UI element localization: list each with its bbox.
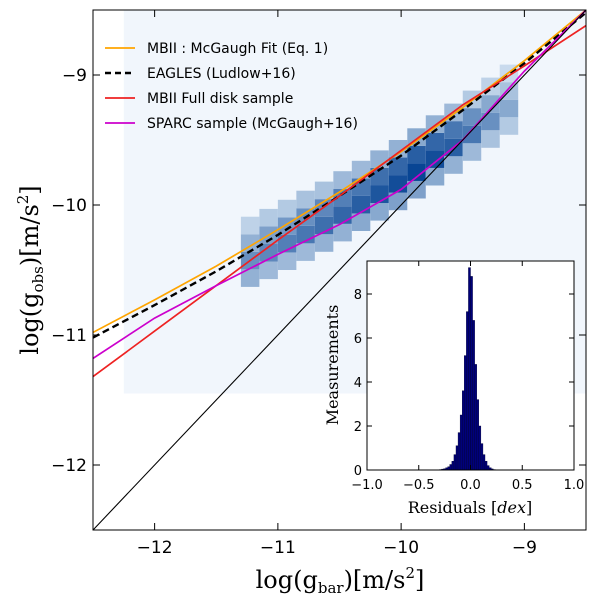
identity-line	[93, 10, 586, 530]
x-tick-label: −9	[512, 538, 537, 558]
inset-y-tick-label: 8	[354, 288, 362, 303]
histogram-bar	[480, 443, 484, 470]
heatmap-cell	[407, 163, 426, 181]
heatmap-cell	[277, 199, 297, 218]
heatmap-cell	[407, 145, 426, 164]
inset-x-tick-label: 1.0	[564, 478, 585, 493]
heatmap-cell	[462, 108, 482, 126]
histogram-bar	[472, 320, 475, 470]
heatmap-cell	[333, 171, 352, 189]
inset-x-tick-label: −1.0	[351, 478, 383, 493]
legend-label: MBII : McGaugh Fit (Eq. 1)	[147, 41, 328, 57]
heatmap-cell	[333, 206, 352, 224]
legend: MBII : McGaugh Fit (Eq. 1) EAGLES (Ludlow…	[105, 41, 358, 132]
y-tick-label: −9	[62, 66, 87, 86]
legend-label: EAGLES (Ludlow+16)	[147, 66, 296, 82]
histogram-bar	[466, 311, 469, 470]
main-ticks: −12 −11 −10 −9 −12 −11 −10 −9	[51, 10, 586, 558]
inset-x-tick-label: 0.5	[512, 478, 533, 493]
heatmap-cell	[388, 157, 408, 176]
heatmap-cell	[314, 234, 334, 252]
inset-y-tick-label: 6	[354, 332, 362, 347]
series-lines	[93, 10, 586, 530]
histogram-bar	[464, 355, 467, 470]
y-axis-label: log(gobs)[m/s2]	[14, 185, 47, 354]
heatmap-cell	[296, 243, 315, 261]
heatmap-cell	[481, 130, 500, 148]
inset-x-axis-label: Residuals [dex]	[408, 498, 533, 517]
heatmap-cell	[481, 95, 500, 113]
inset-y-axis-label: Measurements	[323, 305, 342, 426]
heatmap-cell	[277, 252, 297, 270]
histogram-bar	[476, 399, 479, 470]
heatmap-cell	[296, 190, 315, 209]
heatmap-cell	[425, 132, 445, 151]
heatmap-cell	[444, 121, 463, 139]
histogram-bar	[459, 414, 463, 470]
heatmap	[240, 64, 519, 287]
legend-label: SPARC sample (McGaugh+16)	[147, 116, 358, 132]
series-line	[93, 10, 586, 360]
histogram-bar	[468, 267, 471, 470]
heatmap-cell	[462, 143, 482, 161]
heatmap-cell	[240, 234, 260, 252]
heatmap-cell	[370, 203, 389, 221]
histogram-bar	[457, 432, 461, 470]
heatmap-cell	[259, 261, 278, 280]
legend-label: MBII Full disk sample	[147, 91, 293, 107]
histogram-bar	[474, 364, 477, 470]
inset-y-tick-label: 4	[354, 376, 362, 391]
heatmap-cell	[351, 213, 371, 231]
histogram-bar	[455, 445, 459, 470]
heatmap-cell	[370, 185, 389, 204]
inset-bars	[439, 267, 496, 470]
histogram-bar	[486, 465, 490, 470]
heatmap-cell	[425, 167, 445, 186]
heatmap-cell	[481, 112, 500, 131]
heatmap-cell	[259, 208, 278, 227]
heatmap-cell	[314, 181, 334, 200]
y-tick-label: −11	[51, 326, 87, 346]
x-tick-label: −10	[383, 538, 419, 558]
heatmap-cell	[240, 269, 260, 287]
histogram-bar	[478, 425, 482, 470]
series-line	[93, 10, 586, 334]
inset-x-tick-label: 0.0	[460, 478, 481, 493]
x-axis-label: log(gbar)[m/s2]	[256, 564, 425, 597]
inset-ticks: −1.0 −0.5 0.0 0.5 1.0 0 2 4 6 8	[351, 261, 584, 493]
heatmap-cell	[388, 140, 408, 158]
y-tick-label: −12	[51, 456, 87, 476]
x-tick-label: −11	[260, 538, 296, 558]
inset-x-tick-label: −0.5	[403, 478, 435, 493]
heatmap-cell	[499, 117, 519, 135]
histogram-bar	[482, 454, 486, 470]
heatmap-cell	[370, 167, 389, 186]
plot-frame	[92, 9, 587, 531]
heatmap-cell	[388, 192, 408, 211]
histogram-bar	[449, 464, 453, 470]
heatmap-cell	[240, 216, 260, 235]
histogram-bar	[453, 454, 457, 470]
x-tick-label: −12	[137, 538, 173, 558]
heatmap-cell	[333, 223, 352, 242]
y-tick-label: −10	[51, 196, 87, 216]
heatmap-cell	[388, 175, 408, 193]
heatmap-cell	[444, 156, 463, 174]
inset-y-tick-label: 0	[354, 464, 362, 479]
series-line	[93, 24, 586, 378]
heatmap-cell	[351, 195, 371, 214]
heatmap-cell	[499, 99, 519, 118]
heatmap-cell	[462, 125, 482, 144]
heatmap-cell	[425, 150, 445, 168]
histogram-bar	[451, 461, 455, 470]
histogram-bar	[462, 390, 465, 470]
inset-y-tick-label: 2	[354, 420, 362, 435]
histogram-bar	[470, 276, 473, 470]
histogram-bar	[484, 461, 488, 470]
